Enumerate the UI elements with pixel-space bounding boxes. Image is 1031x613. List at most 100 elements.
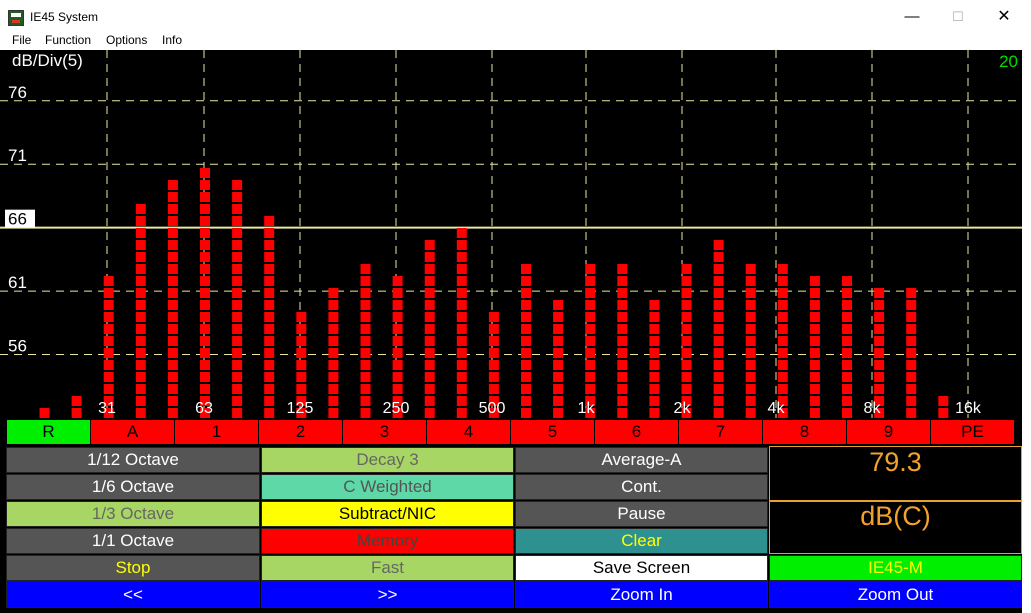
x-tick-label: 1k <box>578 400 596 417</box>
bar-segment <box>200 300 210 310</box>
bar-segment <box>456 312 467 322</box>
spectrum-bar <box>745 264 756 418</box>
bar-segment <box>167 288 178 298</box>
bar-segment <box>842 312 852 322</box>
bar-segment <box>424 384 435 394</box>
bar-segment <box>553 384 564 394</box>
bar-segment <box>681 312 692 322</box>
bar-segment <box>232 288 243 298</box>
stop-button[interactable]: Stop <box>6 555 260 581</box>
indicator-2: 2 <box>258 420 342 444</box>
bar-segment <box>521 396 531 406</box>
bar-segment <box>842 396 852 406</box>
bar-segment <box>424 372 435 382</box>
bar-segment <box>167 252 178 262</box>
bar-segment <box>103 348 114 358</box>
spectrum-bar <box>553 300 564 418</box>
bar-segment <box>392 300 403 310</box>
bar-segment <box>328 372 339 382</box>
bar-segment <box>360 384 371 394</box>
subtract-nic-button[interactable]: Subtract/NIC <box>261 501 514 527</box>
bar-segment <box>392 324 403 334</box>
bar-segment <box>488 312 499 322</box>
bar-segment <box>200 240 210 250</box>
maximize-button[interactable]: ☐ <box>952 9 964 24</box>
bar-segment <box>167 240 178 250</box>
save-screen-button[interactable]: Save Screen <box>515 555 768 581</box>
bar-segment <box>200 288 210 298</box>
bar-segment <box>424 396 435 406</box>
bar-segment <box>617 324 628 334</box>
bar-segment <box>809 384 820 394</box>
zoom-out-button[interactable]: Zoom Out <box>769 581 1022 608</box>
bar-segment <box>135 408 146 418</box>
bar-segment <box>553 408 564 418</box>
bar-segment <box>232 372 243 382</box>
bar-segment <box>456 252 467 262</box>
c-weighted-button[interactable]: C Weighted <box>261 474 514 500</box>
1-12-octave-button[interactable]: 1/12 Octave <box>6 447 260 473</box>
bar-segment <box>232 216 243 226</box>
close-button[interactable]: ✕ <box>997 8 1011 25</box>
bar-segment <box>456 348 467 358</box>
ie45-m-button[interactable]: IE45-M <box>769 555 1022 581</box>
bar-segment <box>617 372 628 382</box>
average-a-button[interactable]: Average-A <box>515 447 768 473</box>
menu-function[interactable]: Function <box>45 33 92 47</box>
bar-segment <box>328 408 339 418</box>
bar-segment <box>777 384 788 394</box>
bar-segment <box>200 324 210 334</box>
spectrum-bar <box>842 276 852 418</box>
decay-3-button[interactable]: Decay 3 <box>261 447 514 473</box>
minimize-button[interactable]: — <box>904 8 920 25</box>
app-icon <box>8 10 24 26</box>
bar-segment <box>360 264 371 274</box>
bar-segment <box>296 408 307 418</box>
cont-button[interactable]: Cont. <box>515 474 768 500</box>
bar-segment <box>424 240 435 250</box>
fast-button[interactable]: Fast <box>261 555 514 581</box>
bar-segment <box>167 264 178 274</box>
bar-segment <box>167 276 178 286</box>
clear-button[interactable]: Clear <box>515 528 768 554</box>
menu-info[interactable]: Info <box>162 33 183 47</box>
bar-segment <box>200 312 210 322</box>
bar-segment <box>296 360 307 370</box>
1-1-octave-button[interactable]: 1/1 Octave <box>6 528 260 554</box>
bar-segment <box>135 360 146 370</box>
menu-file[interactable]: File <box>12 33 32 47</box>
bar-segment <box>906 396 917 406</box>
bar-segment <box>842 300 852 310</box>
bar-segment <box>745 324 756 334</box>
bar-segment <box>135 252 146 262</box>
bar-segment <box>103 324 114 334</box>
bar-segment <box>906 348 917 358</box>
next-button[interactable]: >> <box>261 581 514 608</box>
bar-segment <box>232 276 243 286</box>
bar-segment <box>874 336 885 346</box>
bar-segment <box>328 396 339 406</box>
bar-segment <box>135 324 146 334</box>
bar-segment <box>585 324 596 334</box>
previous-button[interactable]: << <box>6 581 260 608</box>
bar-segment <box>521 312 531 322</box>
pause-button[interactable]: Pause <box>515 501 768 527</box>
bar-segment <box>777 396 788 406</box>
bar-segment <box>809 312 820 322</box>
spectrum-bar <box>167 180 178 418</box>
bar-segment <box>617 408 628 418</box>
memory-button[interactable]: Memory <box>261 528 514 554</box>
zoom-in-button[interactable]: Zoom In <box>515 581 768 608</box>
bar-segment <box>424 408 435 418</box>
bar-segment <box>745 384 756 394</box>
bar-segment <box>264 384 275 394</box>
bar-segment <box>167 348 178 358</box>
1-6-octave-button[interactable]: 1/6 Octave <box>6 474 260 500</box>
bar-segment <box>232 252 243 262</box>
bar-segment <box>360 372 371 382</box>
indicator-1: 1 <box>174 420 258 444</box>
1-3-octave-button[interactable]: 1/3 Octave <box>6 501 260 527</box>
bar-segment <box>392 396 403 406</box>
menu-options[interactable]: Options <box>106 33 148 47</box>
bar-segment <box>649 348 660 358</box>
